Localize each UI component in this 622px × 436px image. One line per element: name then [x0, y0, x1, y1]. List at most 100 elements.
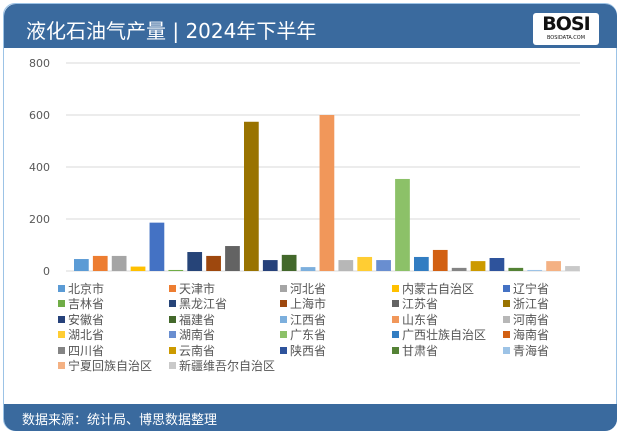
legend-swatch: [503, 331, 510, 339]
bar-2: [92, 255, 108, 271]
y-tick-label: 400: [29, 161, 50, 174]
logo-subtext: BOSIDATA.COM: [546, 35, 586, 41]
legend-label: 吉林省: [68, 297, 105, 312]
legend-swatch: [58, 300, 65, 308]
bar-18: [395, 178, 410, 271]
legend-item: 四川省: [58, 344, 104, 359]
legend-swatch: [280, 346, 287, 354]
legend-item: 广西壮族自治区: [392, 328, 486, 343]
legend-swatch: [392, 331, 399, 339]
legend-item: 吉林省: [58, 297, 104, 312]
y-tick-label: 800: [29, 57, 50, 70]
legend-label: 四川省: [68, 343, 105, 358]
legend-swatch: [169, 315, 176, 323]
bar-24: [508, 267, 524, 271]
legend-item: 辽宁省: [503, 282, 549, 297]
legend-swatch: [280, 331, 287, 339]
legend-swatch: [169, 362, 176, 369]
legend-label: 湖北省: [68, 328, 105, 343]
legend-item: 河北省: [280, 282, 326, 297]
y-tick-label: 200: [29, 213, 50, 226]
legend-item: 内蒙古自治区: [392, 282, 474, 297]
legend-swatch: [503, 346, 510, 354]
legend-label: 安徽省: [68, 312, 105, 327]
legend-swatch: [392, 285, 399, 292]
bar-7: [187, 252, 203, 271]
header-bar: 液化石油气产量 | 2024年下半年 BOSI BOSIDATA.COM: [4, 4, 617, 48]
legend-swatch: [58, 346, 65, 354]
legend-label: 海南省: [513, 328, 550, 343]
bosi-logo: BOSI BOSIDATA.COM: [533, 13, 599, 45]
legend-label: 甘肃省: [402, 343, 439, 358]
legend-swatch: [280, 315, 287, 323]
bar-14: [319, 115, 335, 271]
bar-26: [546, 261, 561, 271]
legend-label: 湖南省: [179, 328, 216, 343]
legend-swatch: [280, 300, 287, 308]
legend-item: 江西省: [280, 313, 326, 328]
bar-21: [451, 267, 467, 271]
bar-20: [432, 249, 448, 271]
legend-swatch: [503, 300, 510, 308]
legend-label: 辽宁省: [513, 282, 550, 296]
legend-item: 广东省: [280, 328, 326, 343]
bar-25: [527, 269, 543, 271]
legend-item: 浙江省: [503, 297, 549, 312]
legend-swatch: [58, 362, 65, 369]
logo-text: BOSI: [542, 13, 590, 35]
legend-item: 安徽省: [58, 313, 104, 328]
footer-bar: 数据来源：统计局、博思数据整理: [4, 404, 617, 431]
legend-item: 福建省: [169, 313, 215, 328]
chart-title: 液化石油气产量 | 2024年下半年: [26, 19, 317, 43]
legend-label: 河北省: [290, 282, 327, 296]
bar-23: [489, 258, 505, 271]
legend-label: 山东省: [402, 312, 439, 327]
legend-swatch: [169, 285, 176, 292]
legend-item: 青海省: [503, 344, 549, 359]
legend-item: 山东省: [392, 313, 438, 328]
legend-swatch: [169, 346, 176, 354]
bar-1: [74, 259, 89, 271]
legend-swatch: [169, 331, 176, 339]
legend-item: 宁夏回族自治区: [58, 359, 152, 374]
legend-label: 黑龙江省: [179, 297, 228, 312]
bar-22: [470, 261, 486, 271]
bar-4: [130, 266, 146, 271]
bar-19: [414, 256, 429, 271]
legend-label: 新疆维吾尔自治区: [179, 359, 276, 373]
bar-16: [357, 256, 373, 271]
legend-label: 陕西省: [290, 343, 327, 358]
legend-label: 天津市: [179, 282, 216, 296]
legend-label: 青海省: [513, 343, 550, 358]
bar-10: [244, 121, 259, 271]
legend-label: 江苏省: [402, 297, 439, 312]
legend-item: 云南省: [169, 344, 215, 359]
legend-label: 上海市: [290, 297, 327, 312]
bar-11: [262, 260, 278, 271]
bar-9: [225, 246, 240, 271]
legend-label: 北京市: [68, 282, 105, 296]
legend-item: 甘肃省: [392, 344, 438, 359]
legend-swatch: [503, 285, 510, 292]
bar-17: [376, 260, 391, 271]
legend-label: 江西省: [290, 312, 327, 327]
legend-item: 海南省: [503, 328, 549, 343]
chart-frame: [3, 3, 617, 431]
legend-swatch: [503, 315, 510, 323]
legend-swatch: [392, 300, 399, 308]
legend-item: 北京市: [58, 282, 104, 297]
legend-label: 内蒙古自治区: [402, 282, 475, 296]
legend-label: 浙江省: [513, 297, 550, 312]
y-tick-label: 600: [29, 109, 50, 122]
bar-13: [300, 267, 316, 271]
legend-item: 湖南省: [169, 328, 215, 343]
legend-label: 河南省: [513, 312, 550, 327]
legend-swatch: [58, 331, 65, 339]
legend-item: 陕西省: [280, 344, 326, 359]
bar-3: [111, 255, 127, 271]
bar-27: [565, 266, 580, 271]
legend-item: 上海市: [280, 297, 326, 312]
bar-12: [281, 254, 297, 271]
legend-swatch: [58, 285, 65, 292]
